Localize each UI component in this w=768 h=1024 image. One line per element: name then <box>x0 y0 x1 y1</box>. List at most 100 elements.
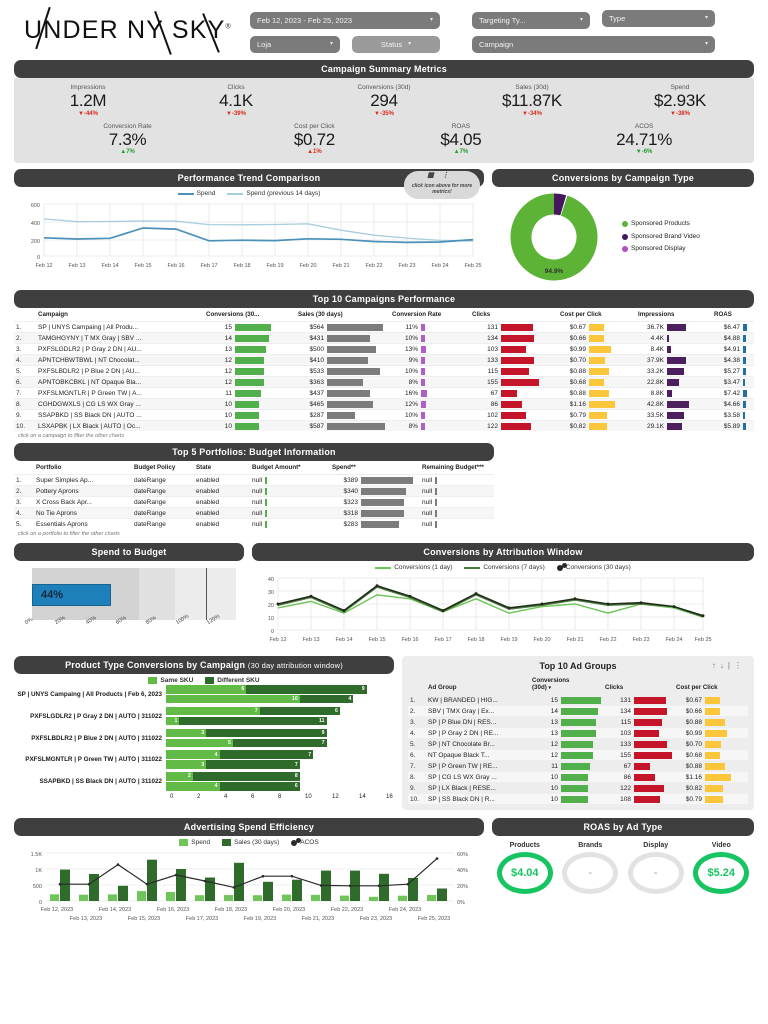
cell[interactable]: $0.67 <box>558 321 636 333</box>
badge-icons[interactable]: ▦⋮ <box>404 172 480 181</box>
cell[interactable]: 86 <box>470 398 558 410</box>
cell[interactable]: $287 <box>296 409 390 421</box>
cell[interactable]: $363 <box>296 376 390 388</box>
sort-desc-icon[interactable]: ↓ <box>719 661 728 671</box>
cell-ad-group-name[interactable]: KW | BRANDED | HIG... <box>426 694 530 706</box>
cell-campaign-name[interactable]: SSAPBKD | SS Black DN | AUTO ... <box>36 409 204 421</box>
cell[interactable]: $587 <box>296 420 390 432</box>
cell[interactable]: 12% <box>390 398 470 410</box>
cell[interactable]: $3.47 <box>712 376 754 388</box>
table-row[interactable]: 7. PXFSLMGNTLR | P Green TW | A... 11 $437 1… <box>14 387 754 399</box>
cell[interactable]: 67 <box>470 387 558 399</box>
cell[interactable]: $6.47 <box>712 321 754 333</box>
cell-campaign-name[interactable]: TAMGHGYNY | T MX Gray | SBV ... <box>36 332 204 344</box>
cell-ad-group-name[interactable]: SP | P Gray 2 DN | RE... <box>426 727 530 739</box>
cell[interactable]: $0.68 <box>558 376 636 388</box>
cell[interactable]: 33.2K <box>636 365 712 377</box>
cell[interactable]: 10 <box>204 398 296 410</box>
cell[interactable]: $5.89 <box>712 420 754 432</box>
cell[interactable]: 103 <box>470 343 558 355</box>
col-roas[interactable]: ROAS <box>714 311 732 319</box>
cell[interactable]: 8.4K <box>636 343 712 355</box>
cell-ad-group-name[interactable]: SP | P Blue DN | RES... <box>426 716 530 728</box>
cell[interactable]: 22.8K <box>636 376 712 388</box>
col-campaign[interactable]: Campaign <box>38 311 68 319</box>
type-filter[interactable]: Type ▾ <box>602 10 715 27</box>
loja-filter[interactable]: Loja ▾ <box>250 36 340 53</box>
table-row[interactable]: 2. TAMGHGYNY | T MX Gray | SBV ... 14 $431 1… <box>14 332 754 344</box>
col-portfolio[interactable]: Portfolio <box>36 464 62 472</box>
roas-ad-type-item[interactable]: Brands - <box>562 842 619 895</box>
cell[interactable]: 4.4K <box>636 332 712 344</box>
col-impressions[interactable]: Impressions <box>638 311 675 319</box>
cell[interactable]: 115 <box>470 365 558 377</box>
col-budget-policy[interactable]: Budget Policy <box>134 464 176 472</box>
cell[interactable]: 15 <box>204 321 296 333</box>
cell[interactable]: 8% <box>390 420 470 432</box>
cell-ad-group-name[interactable]: SP | P Green TW | RE... <box>426 760 530 772</box>
targeting-type-filter[interactable]: Targeting Ty... ▾ <box>472 12 590 29</box>
product-type-group[interactable]: PXFSLGDLR2 | P Gray 2 DN | AUTO | 311022… <box>14 706 394 727</box>
cell-ad-group-name[interactable]: NT Opaque Black T... <box>426 749 530 761</box>
cell-ad-group-name[interactable]: SBV | TMX Gray | Ex... <box>426 705 530 717</box>
cell-campaign-name[interactable]: PXFSLMGNTLR | P Green TW | A... <box>36 387 204 399</box>
cell[interactable]: 133 <box>470 354 558 366</box>
cell[interactable]: $4.38 <box>712 354 754 366</box>
table-row[interactable]: 5. Essentials Aprons dateRange enabled null $… <box>14 518 494 530</box>
cell[interactable]: $0.99 <box>558 343 636 355</box>
cell[interactable]: 11 <box>204 387 296 399</box>
table-row[interactable]: 1. Super Simples Ap... dateRange enabled nul… <box>14 474 494 486</box>
cell[interactable]: $0.66 <box>558 332 636 344</box>
cell[interactable]: $0.70 <box>558 354 636 366</box>
performance-trend-chart[interactable]: 600 400 200 0 Feb 12 Feb 13 F <box>14 198 484 270</box>
product-type-group[interactable]: PXFSLMGNTLR | P Green TW | AUTO | 311022… <box>14 750 394 770</box>
cell[interactable]: $4.91 <box>712 343 754 355</box>
cell[interactable]: $3.58 <box>712 409 754 421</box>
table-row[interactable]: 6. APNTOBKCBKL | NT Opaque Bla... 12 $363 8%… <box>14 376 754 388</box>
cell-campaign-name[interactable]: APNTOBKCBKL | NT Opaque Bla... <box>36 376 204 388</box>
cell[interactable]: $5.27 <box>712 365 754 377</box>
cell[interactable]: 12 <box>204 354 296 366</box>
table-row[interactable]: 2. Pottery Aprons dateRange enabled null $340… <box>14 485 494 497</box>
product-type-chart[interactable]: SP | UNYS Campaing | All Products | Feb … <box>14 685 394 792</box>
cell[interactable]: 122 <box>470 420 558 432</box>
cell[interactable]: 10% <box>390 365 470 377</box>
spend-to-budget-chart[interactable]: 44% <box>32 568 236 621</box>
table-row[interactable]: 8. CGHDGWXLS | CG LS WX Gray ... 10 $465 12%… <box>14 398 754 410</box>
more-metrics-badge[interactable]: ▦⋮ click icon above for more metrics! <box>404 171 480 200</box>
status-filter[interactable]: Status ▾ <box>352 36 440 53</box>
product-type-group[interactable]: SP | UNYS Campaing | All Products | Feb … <box>14 685 394 705</box>
cell-ad-group-name[interactable]: SP | SS Black DN | R... <box>426 793 530 805</box>
cell[interactable]: $0.82 <box>558 420 636 432</box>
conversions-donut-chart[interactable]: 94.9% <box>492 191 622 286</box>
table-row[interactable]: 3. SP | P Blue DN | RES... 13 115 $0.88 <box>408 716 748 728</box>
cell-portfolio-name[interactable]: Essentials Aprons <box>34 518 132 530</box>
table-row[interactable]: 9. SSAPBKD | SS Black DN | AUTO ... 10 $287… <box>14 409 754 421</box>
spend-efficiency-chart[interactable]: 1.5K 1K 500 0 60% 40% 20% 0% <box>14 847 484 925</box>
top-campaigns-table[interactable]: Campaign Conversions (30... Sales (30 da… <box>14 308 754 432</box>
col-state[interactable]: State <box>196 464 212 472</box>
cell-ad-group-name[interactable]: SP | NT Chocolate Br... <box>426 738 530 750</box>
col-clicks[interactable]: Clicks <box>472 311 491 319</box>
cell[interactable]: $564 <box>296 321 390 333</box>
col-spend[interactable]: Spend** <box>332 464 356 472</box>
cell[interactable]: $533 <box>296 365 390 377</box>
col-conversions-30d[interactable]: Conversions (30d) ▾ <box>532 677 570 692</box>
cell-ad-group-name[interactable]: SP | CG LS WX Gray ... <box>426 771 530 783</box>
cell[interactable]: 10% <box>390 409 470 421</box>
cell[interactable]: 29.1K <box>636 420 712 432</box>
table-row[interactable]: 10. SP | SS Black DN | R... 10 108 $0.79 <box>408 793 748 805</box>
cell[interactable]: $0.79 <box>558 409 636 421</box>
table-row[interactable]: 3. PXFSLGDLR2 | P Gray 2 DN | AU... 13 $500… <box>14 343 754 355</box>
table-row[interactable]: 4. SP | P Gray 2 DN | RE... 13 103 $0.99 <box>408 727 748 739</box>
table-row[interactable]: 9. SP | LX Black | RESE... 10 122 $0.82 <box>408 782 748 794</box>
sort-asc-icon[interactable]: ↑ <box>711 661 720 671</box>
cell[interactable]: $410 <box>296 354 390 366</box>
col-clicks[interactable]: Clicks <box>605 684 624 692</box>
cell[interactable]: $500 <box>296 343 390 355</box>
cell-campaign-name[interactable]: SP | UNYS Campaing | All Produ... <box>36 321 204 333</box>
